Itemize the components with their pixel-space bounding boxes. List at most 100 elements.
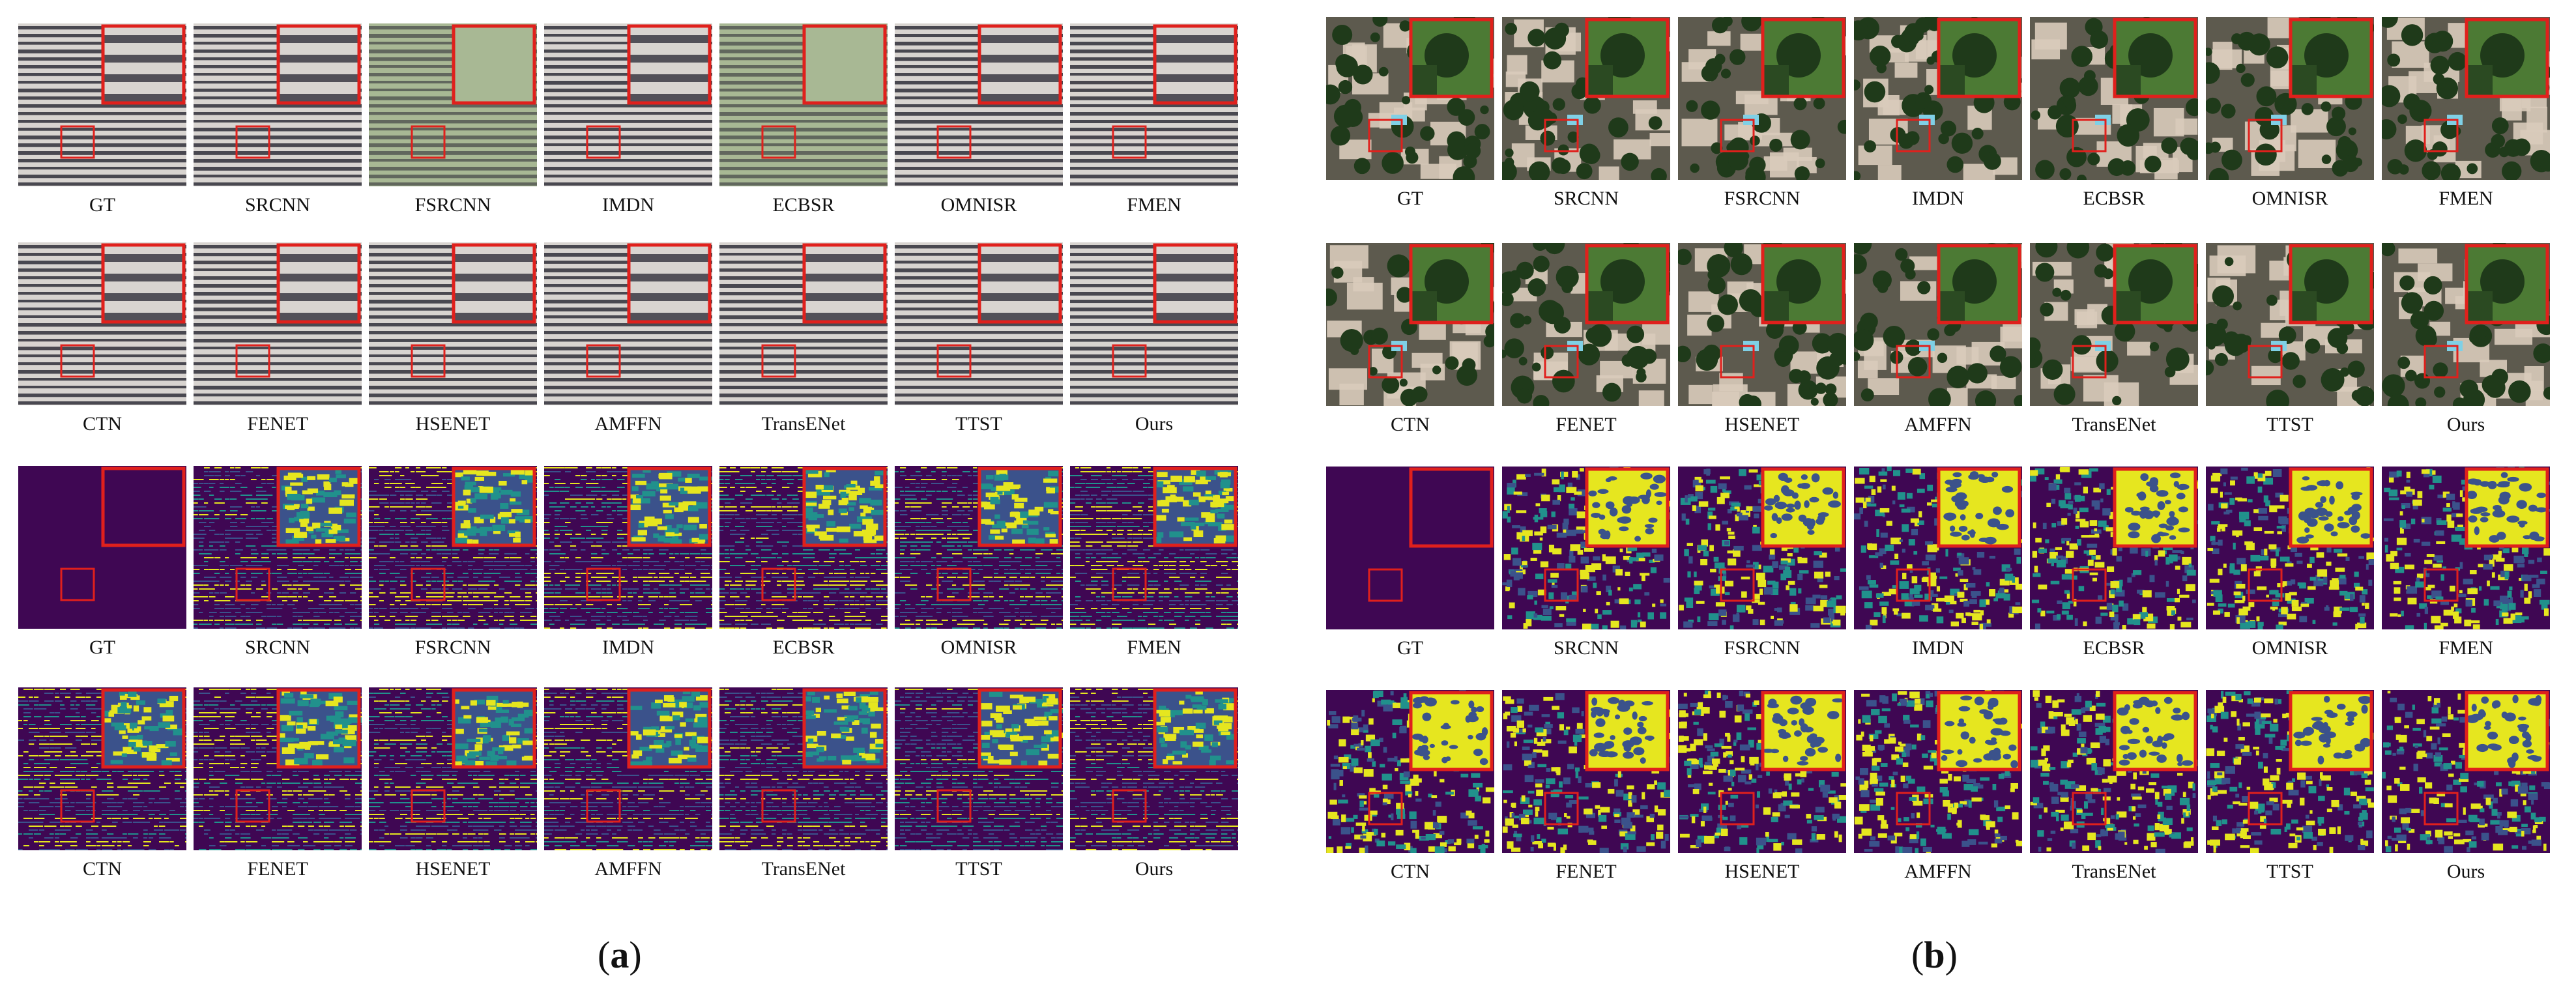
method-label: AMFFN <box>594 858 662 880</box>
result-image <box>895 687 1063 850</box>
result-tile: CTN <box>1326 243 1494 435</box>
result-image <box>2206 17 2374 180</box>
result-image <box>1678 17 1846 180</box>
method-label: FMEN <box>2439 188 2493 209</box>
result-image <box>2030 243 2198 406</box>
result-tile: FSRCNN <box>1678 17 1846 209</box>
method-label: SRCNN <box>1553 637 1619 659</box>
result-image <box>2206 243 2374 406</box>
method-label: OMNISR <box>940 194 1017 216</box>
result-image <box>1070 23 1238 186</box>
result-image <box>369 242 537 405</box>
method-label: FMEN <box>2439 637 2493 659</box>
result-image <box>1854 243 2022 406</box>
result-tile: OMNISR <box>895 23 1063 216</box>
method-label: OMNISR <box>940 637 1017 658</box>
method-label: IMDN <box>1912 188 1964 209</box>
method-label: GT <box>1397 637 1423 659</box>
method-label: TTST <box>2266 414 2313 435</box>
result-image <box>1502 17 1670 180</box>
result-image <box>1502 690 1670 853</box>
result-image <box>369 23 537 186</box>
result-tile: HSENET <box>369 242 537 435</box>
result-tile: SRCNN <box>1502 17 1670 209</box>
method-label: HSENET <box>415 413 491 435</box>
method-label: CTN <box>1391 861 1430 882</box>
method-label: OMNISR <box>2251 637 2328 659</box>
method-label: AMFFN <box>594 413 662 435</box>
result-image <box>194 23 362 186</box>
result-image <box>369 466 537 629</box>
result-tile: AMFFN <box>1854 690 2022 882</box>
method-label: FSRCNN <box>1724 188 1801 209</box>
method-label: CTN <box>1391 414 1430 435</box>
result-image <box>1678 690 1846 853</box>
result-tile: GT <box>18 466 186 658</box>
result-image <box>1502 467 1670 629</box>
result-image <box>1070 687 1238 850</box>
method-label: HSENET <box>1724 414 1800 435</box>
result-image <box>895 242 1063 405</box>
result-image <box>1678 467 1846 629</box>
method-label: OMNISR <box>2251 188 2328 209</box>
method-label: TTST <box>955 858 1002 880</box>
result-tile: ECBSR <box>719 466 888 658</box>
result-image <box>2382 243 2550 406</box>
method-label: TTST <box>2266 861 2313 882</box>
result-image <box>1678 243 1846 406</box>
method-label: ECBSR <box>772 194 835 216</box>
result-image <box>2030 690 2198 853</box>
method-label: FSRCNN <box>1724 637 1801 659</box>
result-image <box>18 23 186 186</box>
result-tile: SRCNN <box>1502 467 1670 659</box>
result-image <box>895 23 1063 186</box>
result-image <box>194 687 362 850</box>
result-tile: ECBSR <box>2030 467 2198 659</box>
result-image <box>369 687 537 850</box>
result-tile: IMDN <box>1854 17 2022 209</box>
result-image <box>2030 467 2198 629</box>
panel-b-label: (b) <box>1911 934 1958 976</box>
method-label: Ours <box>2446 414 2485 435</box>
result-tile: FSRCNN <box>1678 467 1846 659</box>
method-label: Ours <box>1135 413 1174 435</box>
method-label: GT <box>89 194 115 216</box>
result-tile: GT <box>1326 467 1494 659</box>
result-tile: FENET <box>1502 243 1670 435</box>
result-tile: OMNISR <box>895 466 1063 658</box>
result-tile: HSENET <box>1678 243 1846 435</box>
result-tile: TransENet <box>719 242 888 435</box>
result-tile: IMDN <box>1854 467 2022 659</box>
result-tile: IMDN <box>544 23 712 216</box>
result-image <box>18 242 186 405</box>
result-image <box>544 23 712 186</box>
result-image <box>1502 243 1670 406</box>
method-label: IMDN <box>602 194 654 216</box>
result-tile: Ours <box>2382 690 2550 882</box>
result-tile: GT <box>18 23 186 216</box>
method-label: IMDN <box>602 637 654 658</box>
panel-a: (a) GT SRCNN FSRCNN IMDN ECBSR OMNISR FMEN CTN F… <box>18 23 1238 976</box>
result-tile: TTST <box>895 242 1063 435</box>
panel-b: (b) GT SRCNN FSRCNN IMDN ECBSR OMNISR FMEN CTN F… <box>1288 0 2576 1006</box>
result-tile: AMFFN <box>1854 243 2022 435</box>
method-label: FENET <box>1556 861 1617 882</box>
method-label: AMFFN <box>1904 861 1972 882</box>
method-label: Ours <box>1135 858 1174 880</box>
result-image <box>194 242 362 405</box>
method-label: TTST <box>955 413 1002 435</box>
result-tile: CTN <box>1326 690 1494 882</box>
result-tile: SRCNN <box>194 466 362 658</box>
method-label: FMEN <box>1127 637 1181 658</box>
result-tile: Ours <box>1070 687 1238 880</box>
result-tile: SRCNN <box>194 23 362 216</box>
result-image <box>2382 467 2550 629</box>
result-image <box>2206 467 2374 629</box>
result-tile: ECBSR <box>719 23 888 216</box>
result-tile: FSRCNN <box>369 23 537 216</box>
method-label: FENET <box>1556 414 1617 435</box>
result-image <box>1070 466 1238 629</box>
method-label: SRCNN <box>1553 188 1619 209</box>
result-image <box>1326 690 1494 853</box>
method-label: TransENet <box>761 413 846 435</box>
